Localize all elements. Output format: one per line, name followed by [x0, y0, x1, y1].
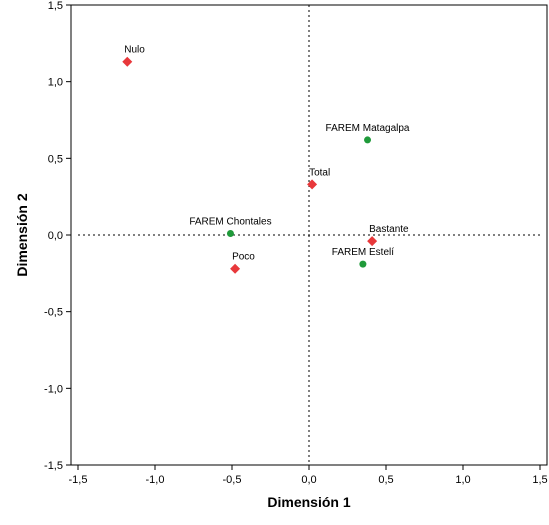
point-marker-poco: [230, 263, 241, 274]
x-tick-label: -1,0: [146, 474, 165, 486]
x-tick-label: -1,5: [69, 474, 88, 486]
y-tick-label: 0,5: [48, 153, 63, 165]
point-marker-farem-estel: [359, 260, 367, 268]
point-marker-bastante: [367, 236, 378, 247]
point-label-farem-estel: FAREM Estelí: [332, 247, 394, 258]
x-tick-label: 0,0: [301, 474, 316, 486]
y-tick-label: -1,0: [44, 383, 63, 395]
point-label-farem-matagalpa: FAREM Matagalpa: [326, 123, 410, 134]
point-label-nulo: Nulo: [124, 45, 145, 56]
point-marker-nulo: [122, 56, 133, 67]
point-label-poco: Poco: [232, 252, 255, 263]
x-axis-ticks: -1,5 -1,0 -0,5 0,0 0,5 1,0 1,5: [69, 465, 548, 486]
y-tick-label: 1,0: [48, 77, 63, 89]
x-axis-title: Dimensión 1: [267, 494, 350, 510]
y-tick-label: 1,5: [48, 0, 63, 12]
point-label-farem-chontales: FAREM Chontales: [189, 216, 271, 227]
point-label-bastante: Bastante: [369, 224, 409, 235]
point-marker-farem-chontales: [226, 229, 234, 237]
y-tick-label: 0,0: [48, 230, 63, 242]
x-tick-label: 1,5: [532, 474, 547, 486]
y-axis-ticks: -1,5 -1,0 -0,5 0,0 0,5 1,0 1,5: [44, 0, 71, 472]
point-marker-total: [307, 179, 318, 190]
point-label-total: Total: [309, 167, 330, 178]
x-tick-label: 1,0: [455, 474, 470, 486]
y-axis-title: Dimensión 2: [14, 193, 30, 276]
x-tick-label: 0,5: [378, 474, 393, 486]
point-marker-farem-matagalpa: [364, 136, 372, 144]
reference-lines: [78, 5, 540, 465]
data-points: Nulo Total Bastante Poco FAREM Matagalpa FARE…: [122, 45, 410, 274]
y-tick-label: -0,5: [44, 307, 63, 319]
y-tick-label: -1,5: [44, 460, 63, 472]
x-tick-label: -0,5: [223, 474, 242, 486]
